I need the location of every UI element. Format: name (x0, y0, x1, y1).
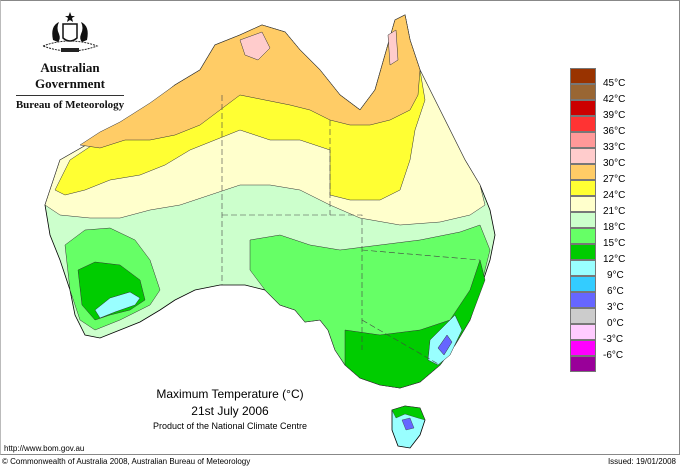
government-name: Australian Government (34, 60, 106, 91)
legend-swatch (570, 276, 596, 292)
legend-swatch (570, 324, 596, 340)
bureau-name: Bureau of Meteorology (15, 99, 125, 111)
legend-label: 3°C (607, 302, 624, 313)
legend-swatch (570, 196, 596, 212)
website-link[interactable]: http://www.bom.gov.au (4, 444, 85, 453)
legend-label: 45°C (603, 78, 626, 89)
copyright-notice: © Commonwealth of Australia 2008, Austra… (2, 457, 251, 466)
legend-label: 15°C (603, 238, 626, 249)
legend-swatch (570, 340, 596, 356)
legend-label: 24°C (603, 190, 626, 201)
legend-swatch (570, 68, 596, 84)
map-title: Maximum Temperature (°C) (156, 387, 304, 401)
legend-swatch (570, 308, 596, 324)
coat-of-arms-icon (41, 12, 99, 52)
legend-swatch (570, 260, 596, 276)
legend-label: 30°C (603, 158, 626, 169)
legend-swatch (570, 356, 596, 372)
legend-label: 0°C (607, 318, 624, 329)
agency-logo: Australian Government Bureau of Meteorol… (10, 10, 130, 111)
legend-label: 18°C (603, 222, 626, 233)
legend-label: 36°C (603, 126, 626, 137)
legend-swatch (570, 292, 596, 308)
legend-label: 42°C (603, 94, 626, 105)
logo-divider (16, 95, 124, 96)
legend-swatch (570, 148, 596, 164)
legend-label: 39°C (603, 110, 626, 121)
legend-swatch (570, 164, 596, 180)
legend-swatch (570, 180, 596, 196)
legend-label: 21°C (603, 206, 626, 217)
legend-label: -6°C (603, 350, 624, 361)
issued-date: Issued: 19/01/2008 (607, 457, 676, 466)
legend-swatch (570, 84, 596, 100)
legend-swatch (570, 228, 596, 244)
legend-label: -3°C (603, 334, 624, 345)
legend-swatch (570, 116, 596, 132)
legend-label: 9°C (607, 270, 624, 281)
legend-label: 12°C (603, 254, 626, 265)
legend-label: 27°C (603, 174, 626, 185)
legend-swatch (570, 212, 596, 228)
legend-label: 6°C (607, 286, 624, 297)
map-date: 21st July 2006 (191, 404, 269, 418)
legend-swatch (570, 100, 596, 116)
legend-swatch (570, 244, 596, 260)
legend-swatch (570, 132, 596, 148)
legend-label: 33°C (603, 142, 626, 153)
map-product-credit: Product of the National Climate Centre (152, 421, 308, 431)
